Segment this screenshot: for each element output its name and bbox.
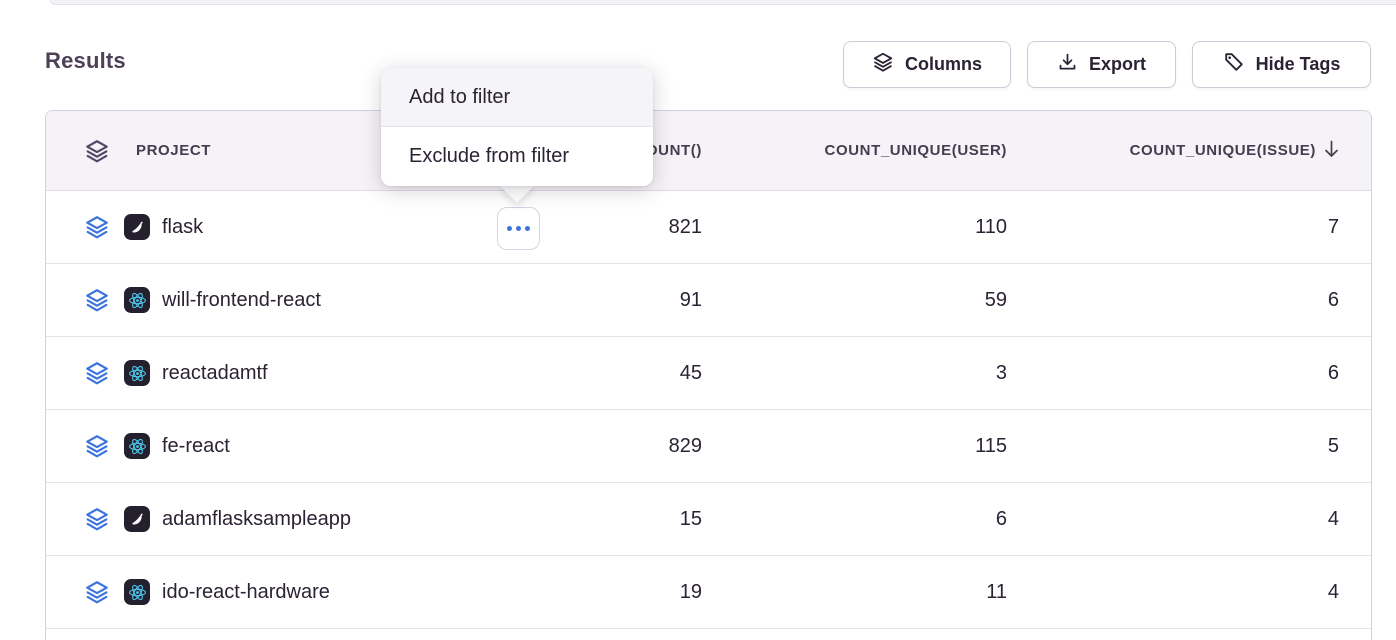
project-cell[interactable]: will-frontend-react bbox=[116, 287, 462, 313]
project-cell[interactable]: flask bbox=[116, 214, 462, 240]
count-cell: 91 bbox=[679, 288, 702, 311]
table-header-row: PROJECT COUNT() COUNT_UNIQUE(USER) COUNT… bbox=[46, 111, 1371, 191]
table-row[interactable]: adamflasksampleapp 15 6 4 bbox=[46, 483, 1371, 556]
project-name: will-frontend-react bbox=[162, 288, 321, 311]
platform-flask-icon bbox=[124, 214, 150, 240]
platform-react-icon bbox=[124, 360, 150, 386]
project-name: reactadamtf bbox=[162, 361, 268, 384]
count-unique-issue-cell: 5 bbox=[1327, 434, 1339, 457]
results-table: PROJECT COUNT() COUNT_UNIQUE(USER) COUNT… bbox=[45, 110, 1372, 640]
table-row[interactable]: fe-react 829 115 5 bbox=[46, 410, 1371, 483]
platform-react-icon bbox=[124, 579, 150, 605]
cell-actions-button[interactable] bbox=[497, 207, 540, 250]
column-header-project[interactable]: PROJECT bbox=[136, 142, 212, 159]
count-unique-issue-cell: 6 bbox=[1327, 288, 1339, 311]
export-button-label: Export bbox=[1088, 54, 1146, 74]
count-unique-user-cell: 59 bbox=[984, 288, 1007, 311]
count-cell: 45 bbox=[679, 361, 702, 384]
table-row[interactable]: will-frontend-react 91 59 6 bbox=[46, 264, 1371, 337]
layers-icon bbox=[84, 214, 110, 240]
download-icon bbox=[1057, 52, 1078, 78]
sort-desc-icon bbox=[1324, 140, 1339, 162]
columns-button[interactable]: Columns bbox=[843, 41, 1011, 88]
column-header-count-unique-issue[interactable]: COUNT_UNIQUE(ISSUE) bbox=[1007, 140, 1339, 162]
menu-item-add-to-filter[interactable]: Add to filter bbox=[381, 68, 653, 127]
hide-tags-button-label: Hide Tags bbox=[1255, 54, 1341, 74]
project-name: flask bbox=[162, 215, 204, 238]
project-cell[interactable]: ido-react-hardware bbox=[116, 579, 462, 605]
column-header-count-unique-user[interactable]: COUNT_UNIQUE(USER) bbox=[824, 142, 1007, 159]
project-name: adamflasksampleapp bbox=[162, 507, 351, 530]
count-cell: 821 bbox=[668, 215, 702, 238]
project-cell[interactable]: adamflasksampleapp bbox=[116, 506, 462, 532]
ellipsis-icon bbox=[507, 226, 530, 231]
table-row[interactable]: reactadamtf 45 3 6 bbox=[46, 337, 1371, 410]
count-unique-user-cell: 115 bbox=[975, 434, 1007, 457]
platform-react-icon bbox=[124, 287, 150, 313]
stack-icon bbox=[872, 51, 894, 78]
stack-header-icon bbox=[84, 138, 110, 164]
column-header-count-unique-issue-label: COUNT_UNIQUE(ISSUE) bbox=[1129, 142, 1316, 159]
count-unique-user-cell: 6 bbox=[995, 507, 1007, 530]
columns-button-label: Columns bbox=[904, 54, 982, 74]
layers-icon bbox=[84, 287, 110, 313]
layers-icon bbox=[84, 433, 110, 459]
count-unique-issue-cell: 4 bbox=[1327, 507, 1339, 530]
page-title: Results bbox=[45, 48, 126, 73]
count-cell: 19 bbox=[679, 580, 702, 603]
count-unique-user-cell: 110 bbox=[975, 215, 1007, 238]
count-unique-user-cell: 3 bbox=[995, 361, 1007, 384]
count-cell: 15 bbox=[679, 507, 702, 530]
toolbar: Columns Export Hide Tags bbox=[843, 41, 1371, 88]
count-cell: 829 bbox=[668, 434, 702, 457]
count-unique-user-cell: 11 bbox=[986, 580, 1007, 603]
platform-react-icon bbox=[124, 433, 150, 459]
table-row[interactable]: flask 821 110 7 bbox=[46, 191, 1371, 264]
project-name: fe-react bbox=[162, 434, 230, 457]
menu-item-exclude-from-filter[interactable]: Exclude from filter bbox=[381, 127, 653, 186]
platform-flask-icon bbox=[124, 506, 150, 532]
layers-icon bbox=[84, 579, 110, 605]
count-unique-issue-cell: 7 bbox=[1327, 215, 1339, 238]
count-unique-issue-cell: 6 bbox=[1327, 361, 1339, 384]
hide-tags-button[interactable]: Hide Tags bbox=[1192, 41, 1371, 88]
layers-icon bbox=[84, 360, 110, 386]
project-cell[interactable]: reactadamtf bbox=[116, 360, 462, 386]
tag-icon bbox=[1223, 51, 1245, 78]
export-button[interactable]: Export bbox=[1027, 41, 1176, 88]
cropped-searchbar-remnant bbox=[49, 0, 1396, 5]
project-name: ido-react-hardware bbox=[162, 580, 330, 603]
count-unique-issue-cell: 4 bbox=[1327, 580, 1339, 603]
project-cell[interactable]: fe-react bbox=[116, 433, 462, 459]
layers-icon bbox=[84, 506, 110, 532]
table-row[interactable]: ido-react-hardware 19 11 4 bbox=[46, 556, 1371, 629]
context-menu: Add to filter Exclude from filter bbox=[381, 68, 653, 186]
